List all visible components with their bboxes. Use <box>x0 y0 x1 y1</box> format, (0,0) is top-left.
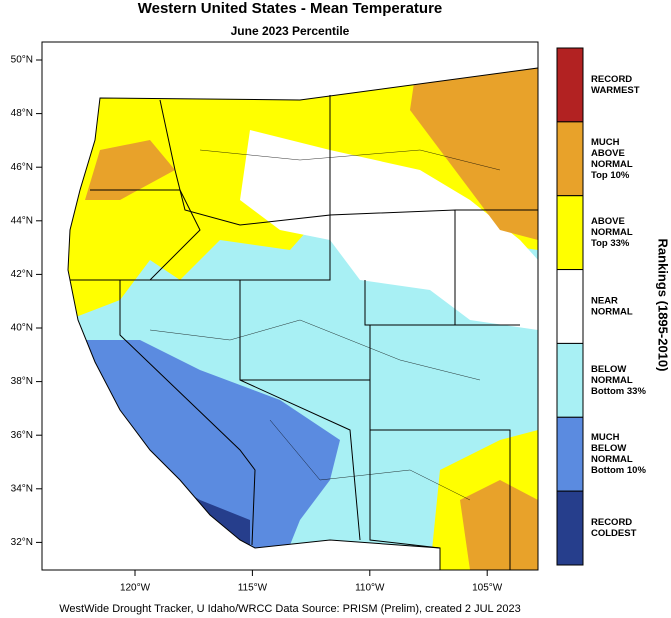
legend-label: RECORD <box>591 517 632 528</box>
lat-label: 34°N <box>11 483 33 494</box>
legend-label: NORMAL <box>591 454 633 465</box>
map <box>41 41 539 571</box>
legend-label: ABOVE <box>591 148 625 159</box>
legend-label: WARMEST <box>591 85 640 96</box>
legend-label: Bottom 10% <box>591 465 646 476</box>
legend-title: Rankings (1895-2010) <box>656 239 671 372</box>
lat-label: 42°N <box>11 269 33 280</box>
lat-label: 46°N <box>11 162 33 173</box>
legend-label: ABOVE <box>591 216 625 227</box>
legend-label: MUCH <box>591 137 620 148</box>
lon-label: 115°W <box>238 583 268 594</box>
legend-swatch <box>556 416 584 492</box>
legend-label: COLDEST <box>591 528 637 539</box>
legend-label: BELOW <box>591 443 626 454</box>
legend-label: NORMAL <box>591 375 633 386</box>
footer: WestWide Drought Tracker, U Idaho/WRCC D… <box>59 603 521 615</box>
legend-swatch <box>556 195 584 271</box>
lat-label: 50°N <box>11 55 33 66</box>
lat-label: 48°N <box>11 108 33 119</box>
legend-label: Top 10% <box>591 170 630 181</box>
legend-swatch <box>556 269 584 344</box>
lon-label: 105°W <box>472 583 503 594</box>
legend-swatch <box>556 47 584 123</box>
legend-swatch <box>556 490 584 566</box>
legend-label: BELOW <box>591 364 626 375</box>
legend-label: RECORD <box>591 74 632 85</box>
legend-label: Bottom 33% <box>591 386 646 397</box>
legend-label: NORMAL <box>591 159 633 170</box>
lat-label: 32°N <box>11 537 33 548</box>
legend-label: NORMAL <box>591 227 633 238</box>
subtitle: June 2023 Percentile <box>231 24 350 38</box>
lat-label: 40°N <box>11 323 33 334</box>
legend-label: NEAR <box>591 296 618 307</box>
longitude-labels: 120°W 115°W 110°W 105°W <box>120 570 503 594</box>
legend-swatch <box>556 342 584 418</box>
title: Western United States - Mean Temperature <box>138 0 443 17</box>
lat-label: 44°N <box>11 215 33 226</box>
legend-label: Top 33% <box>591 238 630 249</box>
legend-label: NORMAL <box>591 307 633 318</box>
lon-label: 120°W <box>120 583 151 594</box>
lat-label: 36°N <box>11 430 33 441</box>
latitude-labels: 50°N 48°N 46°N 44°N 42°N 40°N 38°N 36°N 34°N 32°N <box>11 55 42 548</box>
legend-swatch <box>556 121 584 197</box>
lon-label: 110°W <box>355 583 385 594</box>
legend-label: MUCH <box>591 432 620 443</box>
lat-label: 38°N <box>11 376 33 387</box>
